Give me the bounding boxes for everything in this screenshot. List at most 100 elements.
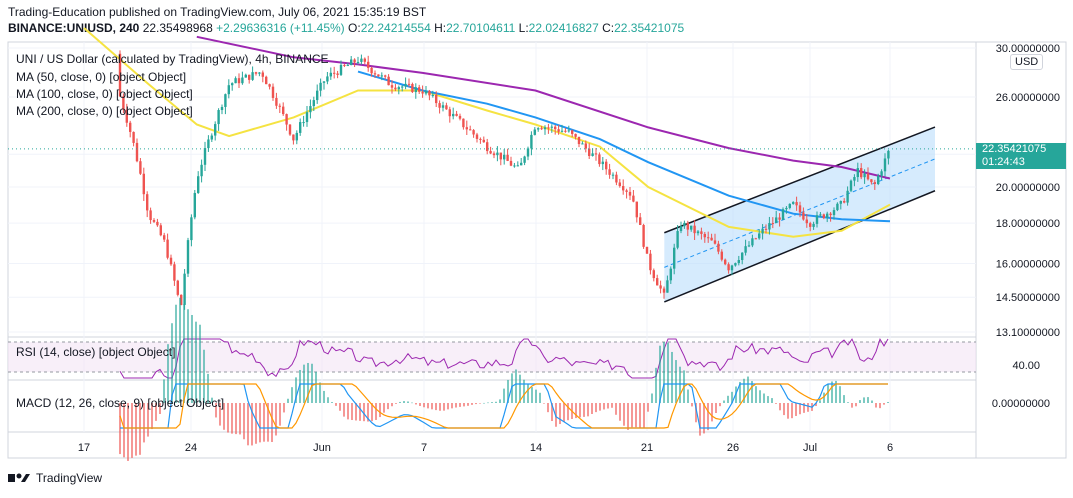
candle-body bbox=[686, 222, 689, 230]
candle-body bbox=[758, 233, 761, 239]
candle-body bbox=[730, 265, 734, 271]
candle-body bbox=[322, 81, 326, 83]
macd-histogram-bar bbox=[143, 403, 145, 443]
macd-histogram-bar bbox=[823, 392, 825, 403]
macd-histogram-bar bbox=[395, 403, 397, 404]
macd-histogram-bar bbox=[707, 403, 709, 431]
macd-histogram-bar bbox=[159, 403, 161, 414]
candle-body bbox=[849, 180, 853, 191]
candle-body bbox=[707, 237, 710, 239]
candle-body bbox=[465, 127, 468, 130]
macd-histogram-bar bbox=[619, 403, 621, 421]
candle-body bbox=[768, 223, 771, 230]
macd-histogram-bar bbox=[519, 374, 521, 403]
macd-histogram-bar bbox=[479, 403, 481, 404]
candle-body bbox=[802, 212, 805, 220]
macd-histogram-bar bbox=[323, 390, 325, 403]
candle-body bbox=[118, 53, 122, 97]
macd-histogram-bar bbox=[699, 403, 701, 436]
macd-histogram-bar bbox=[803, 403, 805, 413]
candle-body bbox=[312, 100, 315, 107]
candle-body bbox=[370, 67, 373, 74]
candle-body bbox=[584, 143, 587, 149]
macd-histogram-bar bbox=[515, 369, 517, 403]
candle-body bbox=[567, 130, 570, 132]
rsi-level-label: 40.00 bbox=[1012, 360, 1040, 372]
macd-histogram-bar bbox=[431, 403, 433, 410]
candle-body bbox=[203, 148, 207, 165]
macd-histogram-bar bbox=[399, 401, 401, 403]
candle-body bbox=[822, 214, 825, 218]
macd-zero-label: 0.00000000 bbox=[992, 398, 1050, 410]
macd-histogram-bar bbox=[751, 381, 753, 403]
macd-histogram-bar bbox=[167, 344, 169, 403]
candle-body bbox=[819, 214, 822, 216]
candle-body bbox=[815, 215, 819, 224]
candle-body bbox=[856, 168, 859, 178]
macd-histogram-bar bbox=[575, 403, 577, 419]
candle-body bbox=[309, 106, 312, 113]
legend-macd[interactable]: MACD (12, 26, close, 9) [object Object] bbox=[16, 396, 225, 410]
macd-histogram-bar bbox=[347, 403, 349, 420]
candle-body bbox=[445, 105, 448, 110]
macd-histogram-bar bbox=[459, 403, 461, 407]
macd-histogram-bar bbox=[815, 403, 817, 407]
macd-histogram-bar bbox=[199, 324, 201, 403]
candle-body bbox=[190, 217, 193, 241]
legend-ma50[interactable]: MA (50, close, 0) [object Object] bbox=[16, 70, 187, 84]
legend-ma100[interactable]: MA (100, close, 0) [object Object] bbox=[16, 87, 193, 101]
macd-histogram-bar bbox=[287, 398, 289, 403]
candle-body bbox=[771, 223, 774, 225]
macd-histogram-bar bbox=[755, 386, 757, 403]
candle-body bbox=[533, 129, 536, 135]
last-price: 22.35498968 bbox=[142, 21, 213, 35]
macd-histogram-bar bbox=[535, 389, 537, 403]
candle-body bbox=[883, 158, 887, 172]
candle-body bbox=[373, 73, 377, 75]
candle-body bbox=[475, 134, 479, 139]
macd-histogram-bar bbox=[447, 403, 449, 410]
channel-upper-line bbox=[664, 126, 936, 234]
macd-histogram-bar bbox=[335, 403, 337, 406]
currency-badge[interactable]: USD bbox=[1010, 54, 1044, 70]
macd-histogram-bar bbox=[343, 403, 345, 417]
macd-histogram-bar bbox=[139, 403, 141, 455]
time-tick-label: 21 bbox=[641, 442, 653, 454]
chart-frame bbox=[7, 41, 1067, 459]
candle-body bbox=[720, 251, 723, 260]
candle-body bbox=[224, 94, 227, 107]
macd-histogram-bar bbox=[875, 403, 877, 408]
candle-body bbox=[564, 130, 567, 132]
candle-body bbox=[659, 285, 662, 289]
candle-body bbox=[258, 72, 261, 74]
macd-histogram-bar bbox=[383, 403, 385, 413]
macd-histogram-bar bbox=[407, 401, 409, 403]
candle-body bbox=[509, 160, 513, 166]
legend-ma200[interactable]: MA (200, close, 0) [object Object] bbox=[16, 104, 193, 118]
candle-body bbox=[574, 133, 577, 137]
macd-histogram-bar bbox=[299, 369, 301, 403]
macd-histogram-bar bbox=[215, 403, 217, 418]
candle-body bbox=[863, 173, 866, 178]
macd-histogram-bar bbox=[775, 403, 777, 404]
ohlc-c-label: C: bbox=[602, 21, 615, 35]
macd-histogram-bar bbox=[403, 401, 405, 403]
candle-body bbox=[210, 135, 213, 140]
candle-body bbox=[129, 122, 132, 132]
candle-body bbox=[778, 217, 781, 220]
candle-body bbox=[397, 87, 400, 90]
candle-body bbox=[254, 72, 258, 74]
macd-histogram-bar bbox=[787, 403, 789, 419]
candle-body bbox=[367, 61, 370, 68]
candle-body bbox=[860, 168, 863, 178]
candle-body bbox=[424, 90, 428, 94]
legend-rsi[interactable]: RSI (14, close) [object Object] bbox=[16, 345, 176, 359]
macd-histogram-bar bbox=[375, 403, 377, 420]
macd-histogram-bar bbox=[295, 377, 297, 403]
macd-histogram-bar bbox=[463, 403, 465, 407]
macd-histogram-bar bbox=[259, 403, 261, 443]
macd-histogram-bar bbox=[507, 379, 509, 403]
price-tick-label: 14.50000000 bbox=[996, 292, 1060, 304]
macd-histogram-bar bbox=[283, 403, 285, 413]
